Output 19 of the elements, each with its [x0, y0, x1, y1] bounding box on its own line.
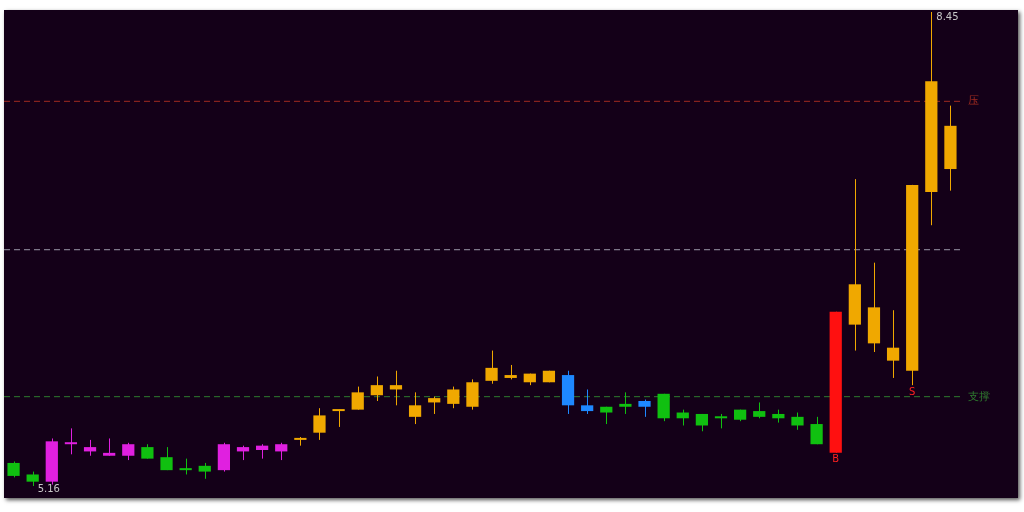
text: B [832, 453, 840, 465]
ref-line-label: 支撑 [968, 389, 990, 403]
text: S [909, 385, 916, 397]
candlestick [408, 391, 422, 425]
candlestick [351, 386, 364, 411]
candlestick [370, 376, 383, 402]
candlestick [64, 427, 78, 455]
candlestick [332, 409, 345, 428]
candlestick [389, 370, 403, 406]
candlestick [485, 350, 498, 385]
text: 5.16 [37, 482, 60, 494]
candlestick [313, 407, 326, 441]
ref-line-label: 压 [968, 94, 979, 108]
candlestick [810, 416, 823, 445]
text: 8.45 [936, 10, 959, 22]
candlestick [619, 391, 632, 415]
candlestick [886, 309, 900, 379]
candlestick [447, 386, 460, 409]
candlestick [581, 388, 594, 415]
